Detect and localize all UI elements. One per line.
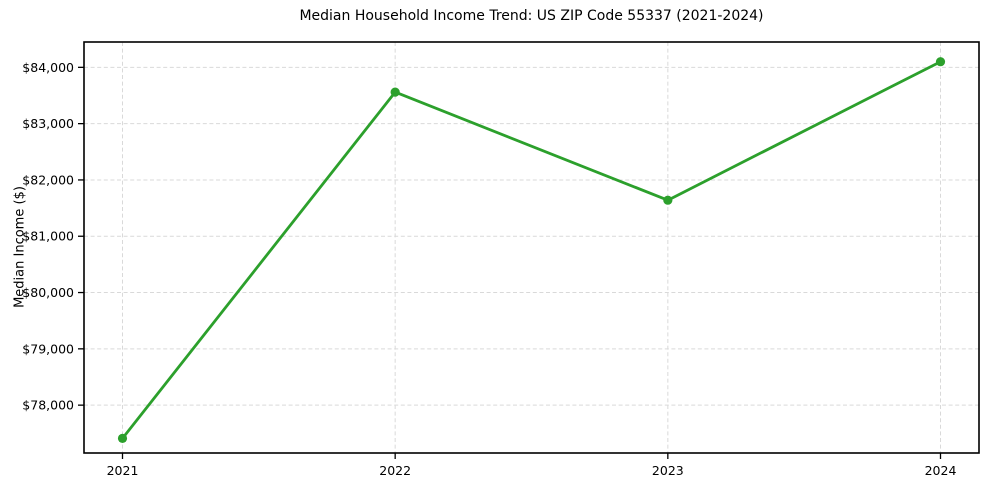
y-tick-label: $81,000 <box>22 229 74 244</box>
plot-border <box>83 41 980 454</box>
y-tick-label: $78,000 <box>22 398 74 413</box>
y-tick-label: $83,000 <box>22 116 74 131</box>
x-tick-label: 2022 <box>379 463 411 478</box>
x-tick-label: 2023 <box>652 463 684 478</box>
x-tick-label: 2021 <box>107 463 139 478</box>
data-point <box>663 195 673 205</box>
data-point <box>117 433 128 443</box>
y-tick-label: $80,000 <box>22 285 74 300</box>
trend-line <box>121 60 942 440</box>
chart-title: Median Household Income Trend: US ZIP Co… <box>299 8 764 24</box>
data-point <box>935 57 946 67</box>
y-tick-label: $79,000 <box>22 341 74 356</box>
y-tick-label: $82,000 <box>22 172 74 187</box>
y-tick-label: $84,000 <box>22 60 74 75</box>
data-point <box>390 87 400 97</box>
x-tick-label: 2024 <box>925 463 957 478</box>
